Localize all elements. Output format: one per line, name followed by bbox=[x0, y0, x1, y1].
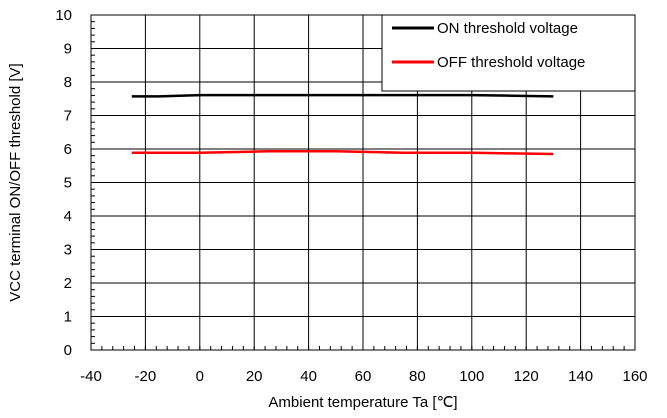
series-line bbox=[131, 93, 554, 98]
x-tick-label: -20 bbox=[135, 368, 157, 385]
x-tick-label: 40 bbox=[300, 368, 317, 385]
y-tick-label: 3 bbox=[64, 242, 72, 259]
y-tick-label: 0 bbox=[64, 342, 72, 359]
series-layer bbox=[131, 93, 554, 156]
x-tick-label: 160 bbox=[622, 368, 647, 385]
x-axis-label: Ambient temperature Ta [℃] bbox=[268, 394, 457, 411]
plot-frame bbox=[90, 14, 636, 351]
x-tick-label: 140 bbox=[568, 368, 593, 385]
x-tick-label: 0 bbox=[196, 368, 204, 385]
legend-label: OFF threshold voltage bbox=[437, 54, 585, 71]
x-tick-label: 120 bbox=[514, 368, 539, 385]
x-tick-labels: -40 -20 0 20 40 60 80 100 120 140 160 bbox=[80, 368, 647, 385]
y-tick-label: 5 bbox=[64, 175, 72, 192]
y-tick-label: 1 bbox=[64, 309, 72, 326]
x-tick-label: -40 bbox=[80, 368, 102, 385]
y-tick-label: 7 bbox=[64, 108, 72, 125]
y-axis-label: VCC terminal ON/OFF threshold [V] bbox=[7, 63, 24, 301]
series-line bbox=[131, 150, 554, 156]
x-tick-label: 60 bbox=[355, 368, 372, 385]
y-tick-label: 4 bbox=[64, 208, 72, 225]
y-tick-label: 9 bbox=[64, 41, 72, 58]
minor-ticks bbox=[90, 14, 636, 351]
y-tick-label: 2 bbox=[64, 275, 72, 292]
y-tick-label: 10 bbox=[55, 7, 72, 24]
y-tick-label: 8 bbox=[64, 74, 72, 91]
x-tick-label: 100 bbox=[459, 368, 484, 385]
legend: ON threshold voltage OFF threshold voltag… bbox=[381, 14, 636, 92]
x-tick-label: 80 bbox=[409, 368, 426, 385]
y-tick-labels: 0 1 2 3 4 5 6 7 8 9 10 bbox=[55, 7, 72, 359]
y-tick-label: 6 bbox=[64, 141, 72, 158]
x-tick-label: 20 bbox=[246, 368, 263, 385]
legend-label: ON threshold voltage bbox=[437, 20, 578, 37]
